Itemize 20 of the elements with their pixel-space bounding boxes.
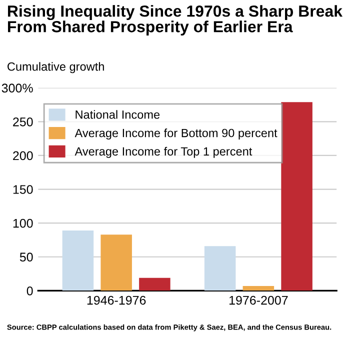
y-tick-label: 0 xyxy=(26,286,33,296)
legend-label: National Income xyxy=(76,110,160,119)
bar xyxy=(139,278,170,291)
chart-title: Rising Inequality Since 1970s a Sharp Break From Shared Prosperity of Earlier Era xyxy=(8,5,343,36)
y-tick-label: 200 xyxy=(13,151,33,160)
x-tick-label: 1946-1976 xyxy=(87,296,146,305)
y-tick-label: 50 xyxy=(20,252,33,262)
legend-label: Average Income for Top 1 percent xyxy=(74,146,252,158)
y-axis-title: Cumulative growth xyxy=(8,62,104,74)
x-tick-label: 1976-2007 xyxy=(230,296,288,305)
bar xyxy=(242,286,274,291)
legend-label: Average Income for Bottom 90 percent xyxy=(74,128,278,140)
y-tick-label: 250 xyxy=(13,117,33,126)
y-tick-label: 150 xyxy=(13,185,33,194)
y-tick-label: 100 xyxy=(13,218,33,228)
bar xyxy=(100,234,132,291)
bar xyxy=(204,246,236,291)
bar xyxy=(62,230,94,291)
y-tick-label: 300% xyxy=(2,84,33,93)
bar xyxy=(281,102,312,291)
